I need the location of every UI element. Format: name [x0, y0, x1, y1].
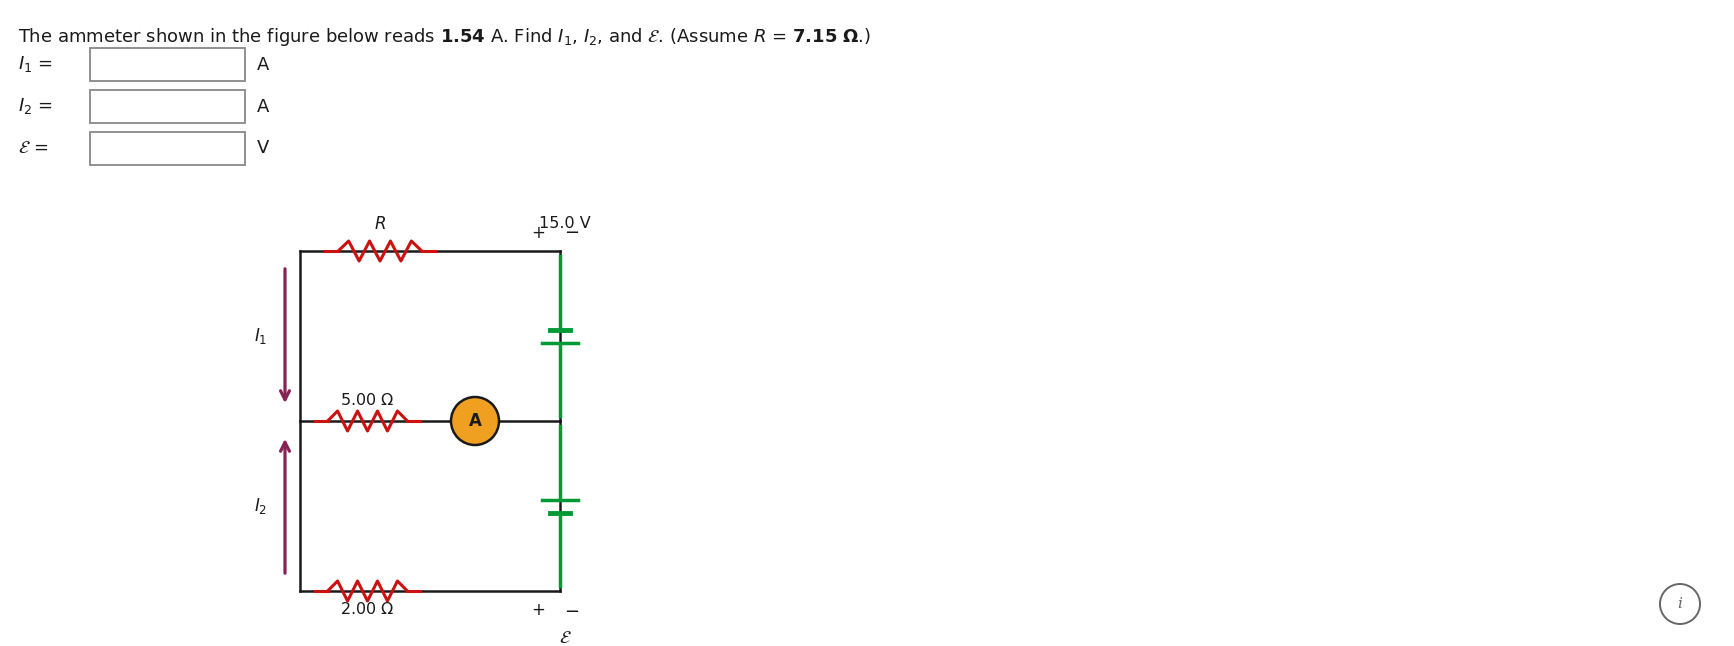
Text: $\mathcal{E}$: $\mathcal{E}$ [558, 629, 572, 646]
Text: $\mathcal{E}$ =: $\mathcal{E}$ = [17, 140, 49, 158]
Text: A: A [257, 56, 269, 74]
Text: The ammeter shown in the figure below reads $\mathbf{1.54}$ A. Find $I_1$, $I_2$: The ammeter shown in the figure below re… [17, 26, 870, 48]
Circle shape [451, 397, 499, 445]
Bar [90, 90, 244, 123]
Text: V: V [257, 140, 269, 158]
Text: −: − [565, 224, 579, 242]
Text: $I_1$: $I_1$ [253, 326, 267, 346]
Text: A: A [468, 412, 482, 430]
Bar [90, 132, 244, 165]
Text: $I_1$ =: $I_1$ = [17, 54, 52, 74]
Text: 15.0 V: 15.0 V [539, 216, 591, 231]
Text: 2.00 $\Omega$: 2.00 $\Omega$ [340, 601, 395, 617]
Text: +: + [531, 224, 544, 242]
Text: $I_2$: $I_2$ [253, 496, 267, 516]
Text: i: i [1677, 597, 1682, 611]
Text: +: + [531, 601, 544, 619]
Circle shape [1659, 584, 1699, 624]
Text: −: − [565, 603, 579, 621]
Text: 5.00 $\Omega$: 5.00 $\Omega$ [340, 392, 395, 408]
Text: $I_2$ =: $I_2$ = [17, 96, 52, 116]
Text: A: A [257, 98, 269, 116]
Bar [90, 48, 244, 81]
Text: $R$: $R$ [375, 216, 387, 233]
